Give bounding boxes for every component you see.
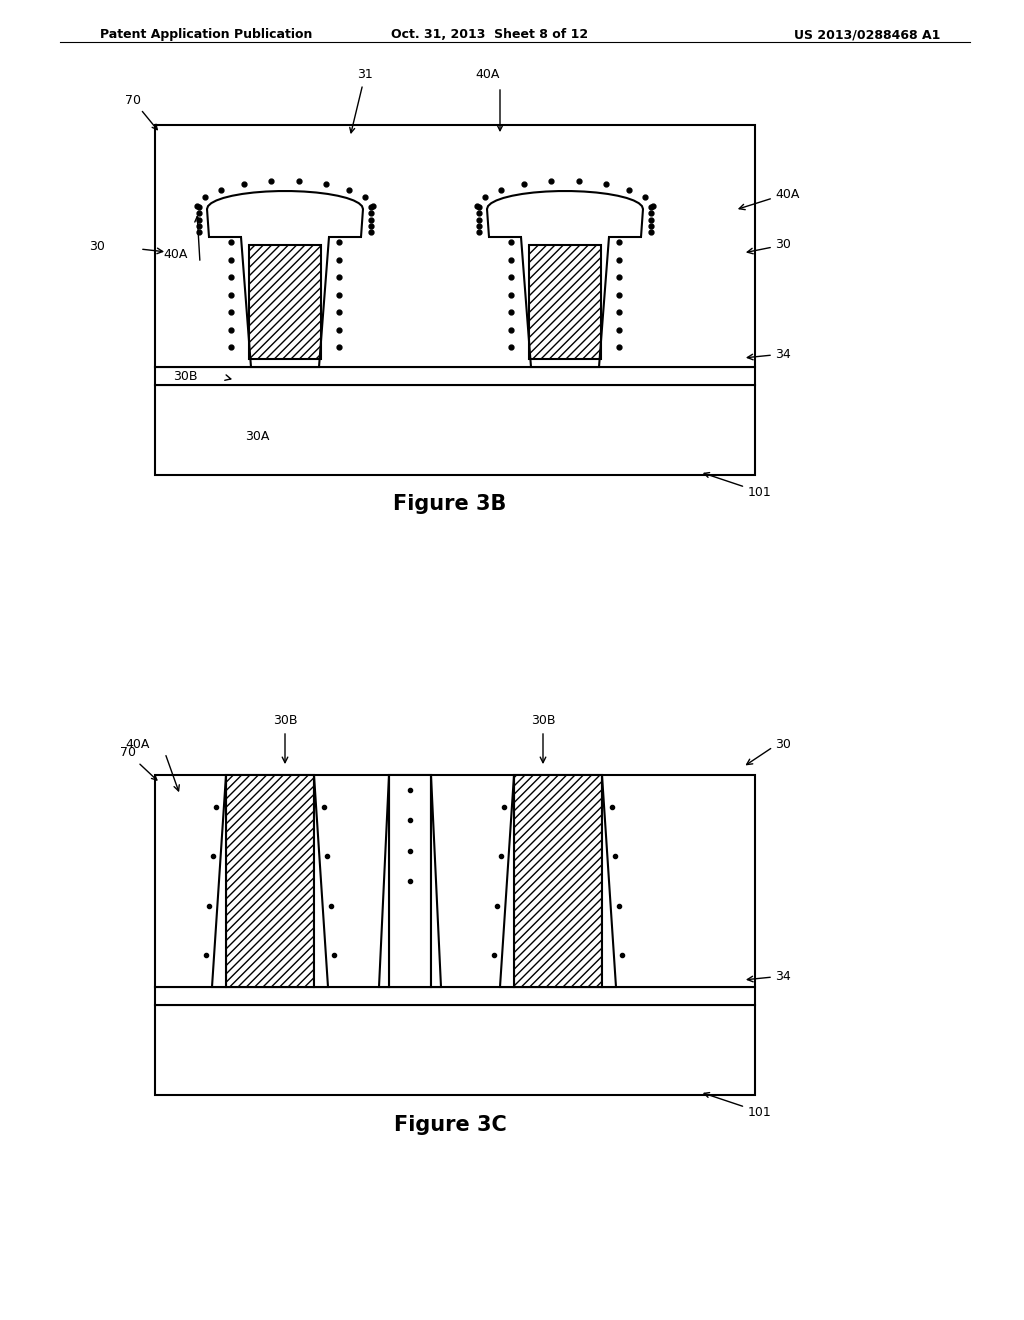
Text: 70: 70	[120, 747, 157, 780]
Polygon shape	[487, 191, 643, 367]
Text: 70: 70	[125, 94, 158, 129]
Text: 30: 30	[775, 738, 791, 751]
Text: 30A: 30A	[245, 430, 269, 444]
Text: 34: 34	[775, 348, 791, 362]
Text: Patent Application Publication: Patent Application Publication	[100, 28, 312, 41]
Text: 30B: 30B	[530, 714, 555, 726]
Bar	[155, 125, 755, 367]
Text: 40A: 40A	[476, 69, 500, 82]
Bar	[226, 775, 314, 987]
Polygon shape	[431, 775, 441, 987]
Text: 40A: 40A	[775, 189, 800, 202]
Text: 30: 30	[89, 240, 105, 253]
Text: Figure 3C: Figure 3C	[393, 1115, 507, 1135]
Bar	[529, 246, 601, 359]
Bar	[155, 775, 755, 987]
Polygon shape	[207, 191, 362, 367]
Text: 101: 101	[705, 1093, 772, 1118]
Text: 40A: 40A	[163, 248, 187, 261]
Bar	[155, 1005, 755, 1096]
Polygon shape	[314, 775, 328, 987]
Text: 34: 34	[775, 970, 791, 983]
Text: Figure 3B: Figure 3B	[393, 494, 507, 513]
Bar	[249, 246, 321, 359]
Bar	[514, 775, 602, 987]
Polygon shape	[602, 775, 616, 987]
Polygon shape	[379, 775, 389, 987]
Polygon shape	[500, 775, 514, 987]
Text: Oct. 31, 2013  Sheet 8 of 12: Oct. 31, 2013 Sheet 8 of 12	[391, 28, 589, 41]
Bar	[389, 775, 431, 987]
Text: 40A: 40A	[126, 738, 150, 751]
Text: 30B: 30B	[173, 371, 198, 384]
Text: 31: 31	[350, 69, 373, 133]
Bar	[155, 367, 755, 385]
Text: 30B: 30B	[272, 714, 297, 726]
Text: 101: 101	[705, 473, 772, 499]
Text: US 2013/0288468 A1: US 2013/0288468 A1	[794, 28, 940, 41]
Text: 30: 30	[775, 239, 791, 252]
Bar	[155, 385, 755, 475]
Polygon shape	[212, 775, 226, 987]
Bar	[155, 987, 755, 1005]
